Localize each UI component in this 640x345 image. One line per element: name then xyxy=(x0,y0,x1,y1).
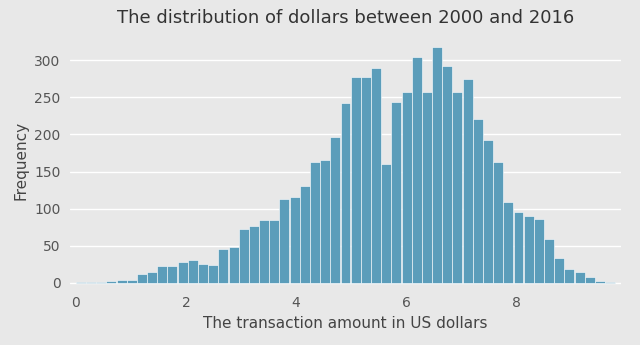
Bar xyxy=(249,226,259,283)
Bar xyxy=(290,197,300,283)
Bar xyxy=(259,220,269,283)
Bar xyxy=(228,247,239,283)
Bar xyxy=(412,57,422,283)
Bar xyxy=(310,162,320,283)
Bar xyxy=(554,258,564,283)
Bar xyxy=(585,277,595,283)
Bar xyxy=(371,68,381,283)
Bar xyxy=(127,280,137,283)
Bar xyxy=(178,262,188,283)
Bar xyxy=(76,282,86,283)
Bar xyxy=(86,282,96,283)
X-axis label: The transaction amount in US dollars: The transaction amount in US dollars xyxy=(204,316,488,331)
Bar xyxy=(544,239,554,283)
Bar xyxy=(137,274,147,283)
Bar xyxy=(564,269,574,283)
Bar xyxy=(575,272,584,283)
Bar xyxy=(218,248,228,283)
Bar xyxy=(300,186,310,283)
Bar xyxy=(269,220,279,283)
Bar xyxy=(361,77,371,283)
Bar xyxy=(208,265,218,283)
Bar xyxy=(401,92,412,283)
Y-axis label: Frequency: Frequency xyxy=(13,121,29,200)
Bar xyxy=(280,199,289,283)
Bar xyxy=(239,229,249,283)
Bar xyxy=(473,119,483,283)
Bar xyxy=(493,162,503,283)
Bar xyxy=(340,104,351,283)
Bar xyxy=(452,91,463,283)
Bar xyxy=(524,216,534,283)
Bar xyxy=(442,66,452,283)
Bar xyxy=(106,281,116,283)
Bar xyxy=(198,264,208,283)
Bar xyxy=(392,102,401,283)
Bar xyxy=(534,219,544,283)
Bar xyxy=(503,202,513,283)
Bar xyxy=(147,272,157,283)
Bar xyxy=(381,164,391,283)
Bar xyxy=(330,137,340,283)
Bar xyxy=(351,78,361,283)
Bar xyxy=(513,212,524,283)
Bar xyxy=(116,280,127,283)
Bar xyxy=(320,160,330,283)
Bar xyxy=(168,266,177,283)
Bar xyxy=(422,92,432,283)
Bar xyxy=(96,282,106,283)
Bar xyxy=(157,266,167,283)
Bar xyxy=(463,79,472,283)
Bar xyxy=(605,282,615,283)
Bar xyxy=(188,260,198,283)
Bar xyxy=(595,281,605,283)
Bar xyxy=(483,140,493,283)
Bar xyxy=(432,47,442,283)
Title: The distribution of dollars between 2000 and 2016: The distribution of dollars between 2000… xyxy=(117,9,574,27)
